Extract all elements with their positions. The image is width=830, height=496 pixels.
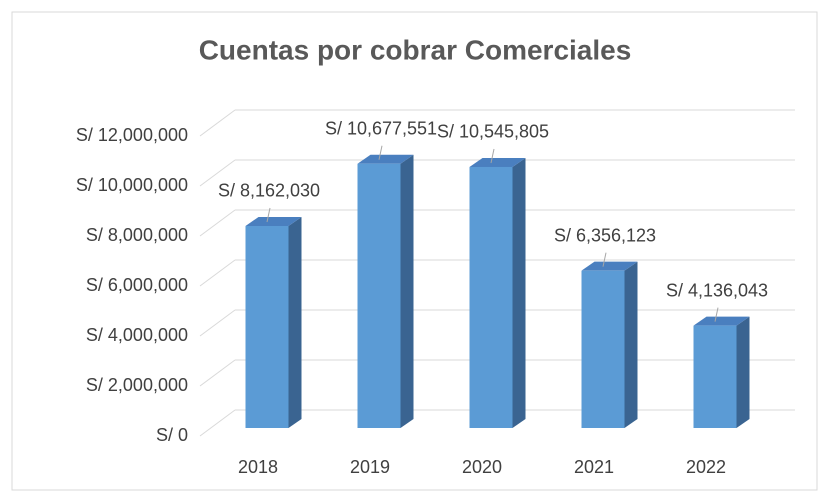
chart-title: Cuentas por cobrar Comerciales — [199, 34, 632, 65]
leader-line — [266, 207, 271, 223]
bar-top — [357, 154, 414, 164]
grid-line-side — [199, 409, 236, 437]
bar-side — [512, 157, 526, 428]
bar-top — [581, 261, 638, 271]
y-tick-label: S/ 4,000,000 — [86, 325, 188, 345]
y-tick-label: S/ 2,000,000 — [86, 375, 188, 395]
grid-line-side — [199, 209, 236, 237]
y-tick-label: S/ 6,000,000 — [86, 275, 188, 295]
x-tick-label: 2019 — [350, 457, 390, 477]
grid-line-side — [199, 359, 236, 387]
bar — [581, 270, 625, 428]
grid-line-side — [199, 159, 236, 187]
leader-line — [490, 148, 495, 164]
y-tick-label: S/ 10,000,000 — [76, 175, 188, 195]
data-label: S/ 8,162,030 — [218, 181, 320, 201]
bar — [469, 166, 513, 428]
grid-line-side — [199, 109, 236, 137]
x-tick-label: 2022 — [686, 457, 726, 477]
bar-side — [736, 316, 750, 428]
data-label: S/ 4,136,043 — [666, 280, 768, 300]
bar — [357, 163, 401, 429]
bar-side — [288, 216, 302, 428]
x-tick-label: 2020 — [462, 457, 502, 477]
data-label: S/ 10,545,805 — [437, 122, 549, 142]
x-tick-label: 2021 — [574, 457, 614, 477]
y-tick-label: S/ 8,000,000 — [86, 225, 188, 245]
bar-side — [400, 154, 414, 429]
leader-line — [378, 145, 383, 160]
x-tick-label: 2018 — [238, 457, 278, 477]
bar-top — [693, 316, 750, 326]
data-label: S/ 10,677,551 — [325, 118, 437, 138]
bar — [245, 225, 289, 428]
y-tick-label: S/ 12,000,000 — [76, 125, 188, 145]
grid-line-side — [199, 259, 236, 287]
bar-top — [469, 157, 526, 167]
y-tick-label: S/ 0 — [156, 425, 188, 445]
grid-line-side — [199, 309, 236, 337]
bar — [693, 325, 737, 428]
leader-line — [714, 307, 719, 322]
leader-line — [602, 252, 607, 267]
data-label: S/ 6,356,123 — [554, 225, 656, 245]
bar-side — [624, 261, 638, 428]
bar-top — [245, 216, 302, 226]
